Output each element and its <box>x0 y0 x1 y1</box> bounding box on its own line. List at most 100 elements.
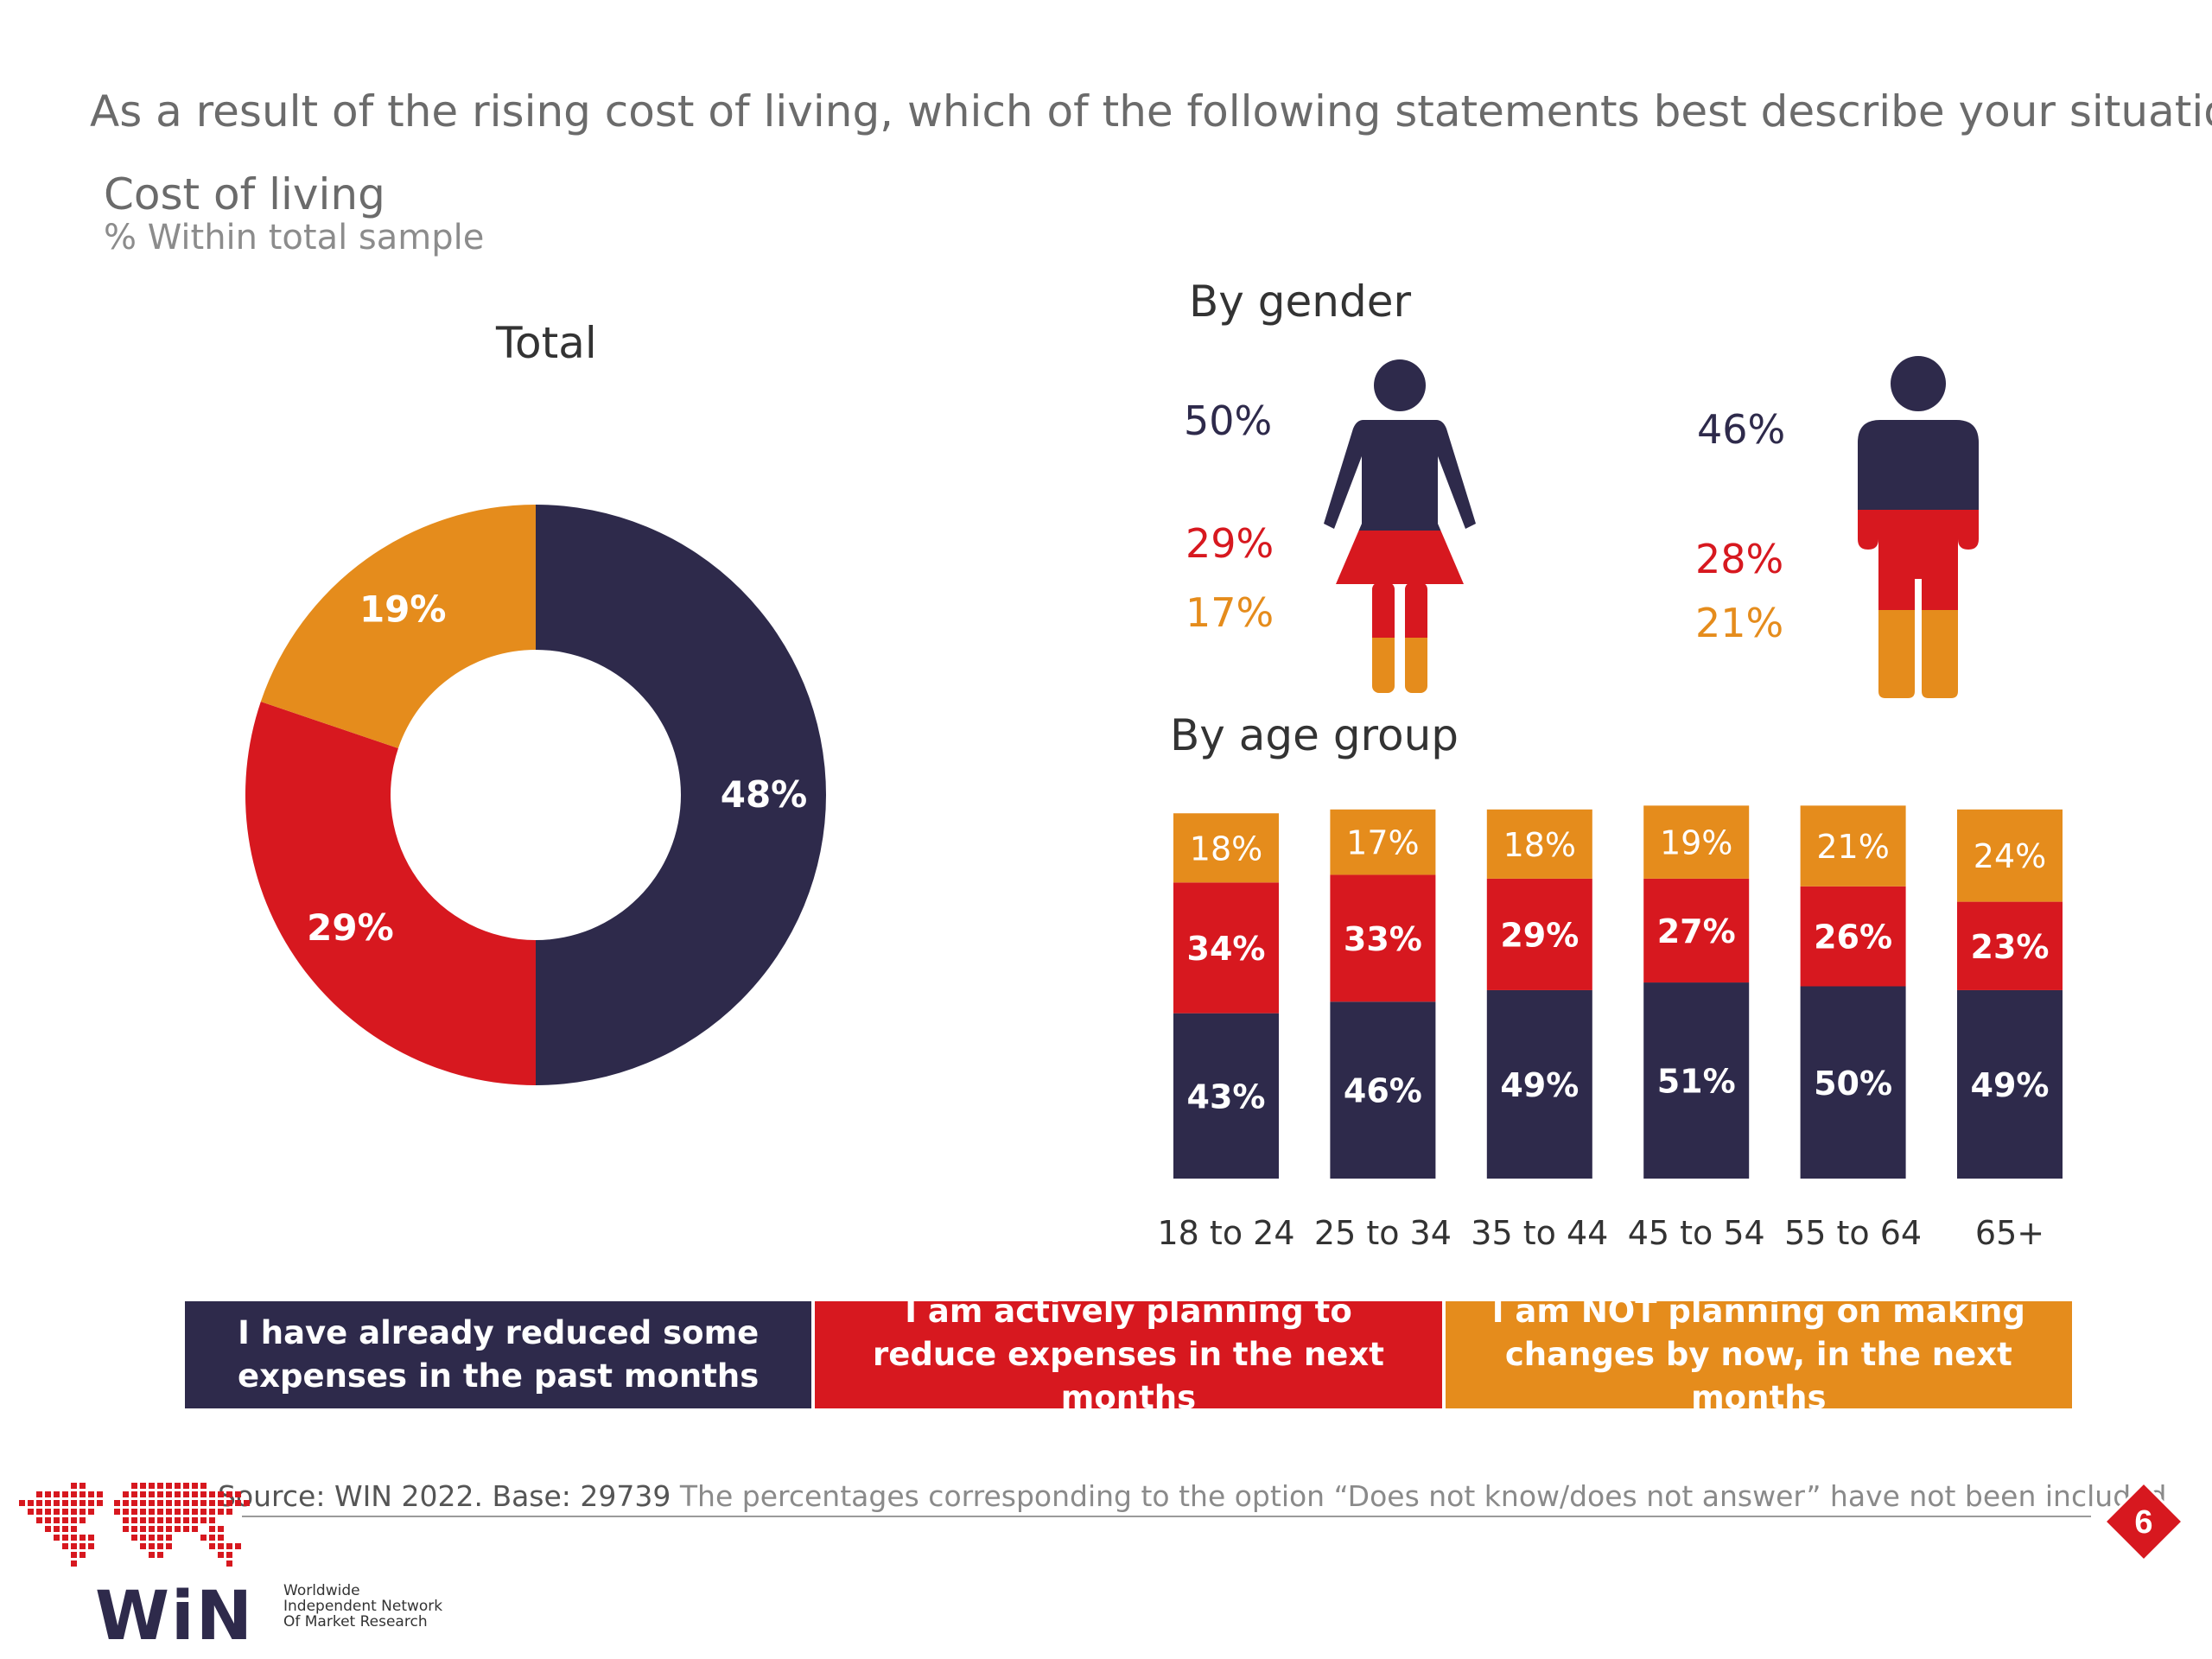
map-dot <box>123 1517 129 1523</box>
map-dot <box>183 1483 189 1489</box>
map-dot <box>88 1509 94 1515</box>
map-dot <box>209 1543 215 1549</box>
map-dot <box>166 1491 172 1497</box>
map-dot <box>226 1552 232 1558</box>
map-dot <box>157 1509 163 1515</box>
map-dot <box>183 1509 189 1515</box>
map-dot <box>140 1535 146 1541</box>
map-dot <box>244 1500 250 1506</box>
age-bar-label-not-planning-2: 17% <box>1346 824 1419 862</box>
map-dot <box>140 1500 146 1506</box>
map-dot <box>45 1491 51 1497</box>
map-dot <box>71 1491 77 1497</box>
map-dot <box>88 1543 94 1549</box>
map-dot <box>200 1509 207 1515</box>
map-dot <box>218 1491 224 1497</box>
map-dot <box>226 1500 232 1506</box>
map-dot <box>140 1483 146 1489</box>
age-axis-label-5: 55 to 64 <box>1784 1214 1922 1252</box>
map-dot <box>71 1509 77 1515</box>
world-map-dots-icon <box>19 1483 250 1567</box>
map-dot <box>166 1517 172 1523</box>
map-dot <box>157 1526 163 1532</box>
page-number-badge: 6 <box>2102 1480 2185 1563</box>
map-dot <box>79 1491 86 1497</box>
map-dot <box>45 1500 51 1506</box>
map-dot <box>209 1509 215 1515</box>
map-dot <box>71 1517 77 1523</box>
map-dot <box>157 1543 163 1549</box>
man-icon <box>1858 356 1979 698</box>
map-dot <box>140 1491 146 1497</box>
map-dot <box>149 1491 155 1497</box>
total-title: Total <box>496 318 597 368</box>
age-title: By age group <box>1170 710 1459 760</box>
page-number: 6 <box>2134 1504 2152 1541</box>
map-dot <box>114 1509 120 1515</box>
map-dot <box>54 1491 60 1497</box>
map-dot <box>149 1509 155 1515</box>
map-dot <box>131 1535 137 1541</box>
map-dot <box>97 1500 103 1506</box>
source-lead: Source: WIN 2022. Base: 29739 <box>218 1479 671 1513</box>
map-dot <box>166 1535 172 1541</box>
map-dot <box>157 1500 163 1506</box>
woman-icon <box>1324 359 1476 693</box>
age-axis-label-6: 65+ <box>1975 1214 2044 1252</box>
map-dot <box>88 1491 94 1497</box>
map-dot <box>36 1491 42 1497</box>
map-dot <box>71 1500 77 1506</box>
total-donut-chart: 48% 29% 19% <box>245 505 826 1085</box>
map-dot <box>19 1500 25 1506</box>
donut-slice-not-planning <box>260 505 536 748</box>
map-dot <box>192 1500 198 1506</box>
source-note: Source: WIN 2022. Base: 29739 The percen… <box>218 1479 2166 1513</box>
map-dot <box>200 1517 207 1523</box>
map-dot <box>62 1509 68 1515</box>
map-dot <box>218 1543 224 1549</box>
map-dot <box>226 1543 232 1549</box>
age-bar-label-planning-5: 26% <box>1814 918 1892 957</box>
map-dot <box>149 1500 155 1506</box>
map-dot <box>88 1535 94 1541</box>
age-bar-reduced-3 <box>1486 989 1592 1179</box>
age-bar-label-planning-4: 27% <box>1657 912 1736 950</box>
map-dot <box>71 1535 77 1541</box>
map-dot <box>166 1543 172 1549</box>
map-dot <box>71 1483 77 1489</box>
donut-label-not-planning: 19% <box>359 588 447 630</box>
map-dot <box>131 1483 137 1489</box>
map-dot <box>235 1491 241 1497</box>
age-bar-not-planning-4 <box>1643 805 1750 879</box>
map-dot <box>62 1500 68 1506</box>
map-dot <box>149 1517 155 1523</box>
chart-subtitle: Cost of living <box>104 169 385 219</box>
female-not-planning-label: 17% <box>1185 589 1274 636</box>
map-dot <box>175 1517 181 1523</box>
age-bar-not-planning-2 <box>1330 809 1436 875</box>
age-bar-reduced-5 <box>1800 986 1906 1179</box>
age-bar-planning-4 <box>1643 878 1750 983</box>
map-dot <box>200 1535 207 1541</box>
map-dot <box>54 1526 60 1532</box>
map-dot <box>123 1526 129 1532</box>
map-dot <box>54 1535 60 1541</box>
map-dot <box>175 1509 181 1515</box>
map-dot <box>97 1491 103 1497</box>
map-dot <box>218 1526 224 1532</box>
map-dot <box>200 1491 207 1497</box>
map-dot <box>209 1491 215 1497</box>
map-dot <box>79 1483 86 1489</box>
donut-label-reduced: 48% <box>721 773 808 816</box>
map-dot <box>79 1517 86 1523</box>
map-dot <box>123 1491 129 1497</box>
map-dot <box>140 1509 146 1515</box>
map-dot <box>54 1500 60 1506</box>
question-title: As a result of the rising cost of living… <box>90 86 2212 137</box>
male-reduced-label: 46% <box>1697 406 1786 453</box>
age-bar-not-planning-6 <box>1957 809 2063 902</box>
map-dot <box>218 1509 224 1515</box>
map-dot <box>71 1560 77 1567</box>
win-logo: WiN <box>95 1578 255 1656</box>
age-bar-reduced-4 <box>1643 982 1750 1179</box>
